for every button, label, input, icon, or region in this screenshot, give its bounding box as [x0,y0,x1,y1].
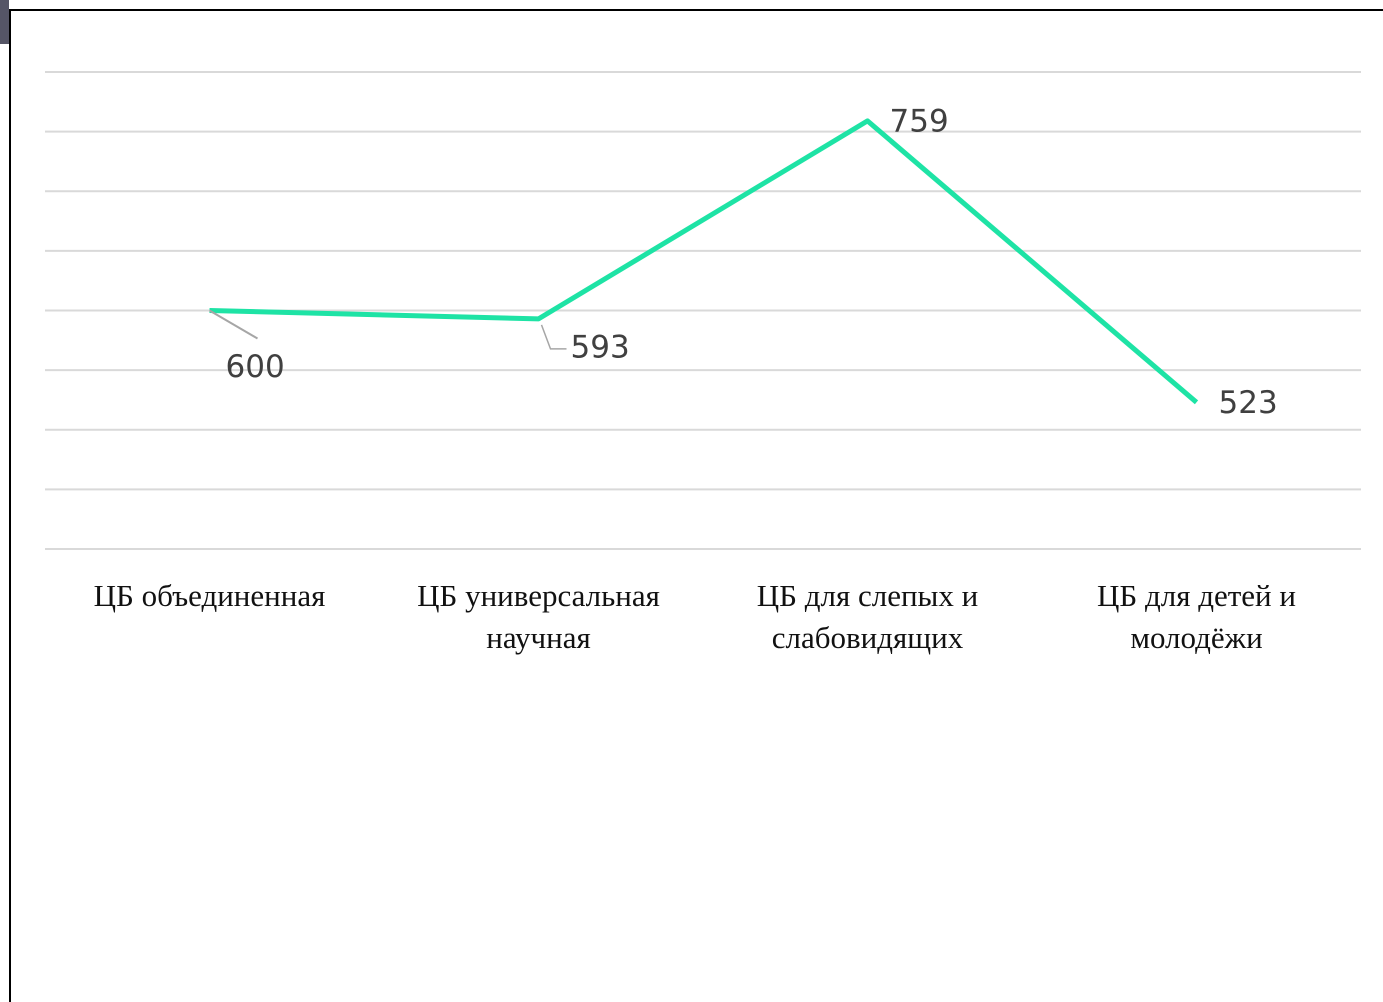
data-label: 600 [226,349,285,385]
chart-frame [9,9,1383,1002]
leader-line [208,309,259,340]
x-tick-label: ЦБ универсальная научная [417,578,660,655]
data-line [209,118,1199,405]
x-tick-label: ЦБ объединенная [93,578,326,613]
data-label: 523 [1219,385,1278,421]
window-corner [0,0,9,44]
data-label: 759 [890,103,949,139]
leader-line [540,324,567,350]
x-tick-label: ЦБ для детей и молодёжи [1097,578,1296,655]
x-tick-label: ЦБ для слепых и слабовидящих [756,578,979,655]
data-label: 593 [571,329,630,365]
